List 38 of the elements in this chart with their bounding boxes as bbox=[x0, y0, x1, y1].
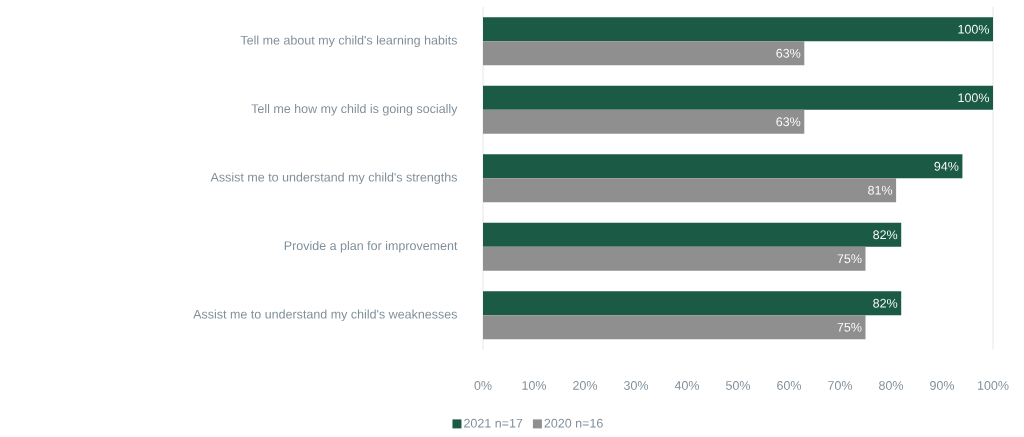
data-label: 94% bbox=[934, 161, 959, 171]
y-tick-label: Assist me to understand my child's strengths bbox=[210, 172, 457, 185]
data-label: 63% bbox=[776, 117, 801, 127]
data-label: 75% bbox=[837, 322, 862, 332]
x-tick-label: 40% bbox=[674, 381, 700, 390]
x-tick-label: 100% bbox=[977, 381, 1009, 390]
data-label: 75% bbox=[837, 254, 862, 264]
bar bbox=[483, 109, 805, 134]
y-tick-label: Provide a plan for improvement bbox=[284, 240, 458, 253]
bar bbox=[483, 222, 902, 247]
data-label: 63% bbox=[776, 48, 801, 58]
x-tick-label: 10% bbox=[522, 381, 547, 390]
bar bbox=[483, 85, 994, 110]
x-tick-label: 90% bbox=[930, 381, 955, 390]
x-tick-label: 20% bbox=[573, 381, 598, 390]
y-tick-label: Tell me how my child is going socially bbox=[251, 103, 458, 116]
legend-label: 2020 n=16 bbox=[544, 418, 603, 428]
bar bbox=[483, 154, 963, 179]
data-label: 82% bbox=[873, 230, 898, 240]
data-label: 82% bbox=[873, 298, 898, 308]
x-tick-label: 0% bbox=[474, 381, 492, 390]
bar bbox=[483, 178, 897, 203]
bar bbox=[483, 41, 805, 66]
bar bbox=[483, 315, 866, 340]
x-tick-label: 80% bbox=[879, 381, 904, 390]
x-tick-label: 50% bbox=[726, 381, 751, 390]
y-tick-label: Assist me to understand my child's weaknesses bbox=[193, 309, 457, 322]
bar bbox=[483, 291, 902, 316]
data-label: 100% bbox=[958, 93, 990, 103]
bar bbox=[483, 17, 994, 42]
data-label: 100% bbox=[958, 24, 990, 34]
x-tick-label: 60% bbox=[777, 381, 802, 390]
y-tick-label: Tell me about my child's learning habits bbox=[240, 35, 457, 48]
x-tick-label: 70% bbox=[828, 381, 853, 390]
bar bbox=[483, 246, 866, 271]
data-label: 81% bbox=[868, 185, 893, 195]
x-tick-label: 30% bbox=[623, 381, 649, 390]
legend-label: 2021 n=17 bbox=[464, 418, 523, 428]
